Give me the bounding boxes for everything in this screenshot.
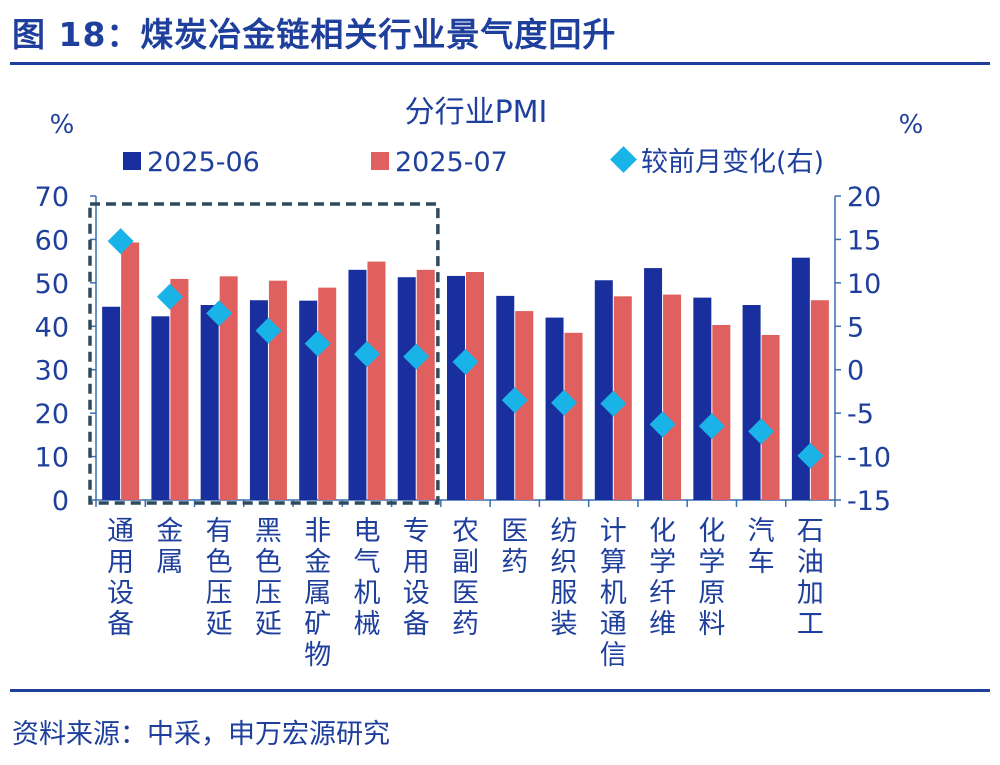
- category-labels: 通用设备金属有色压延黑色压延非金属矿物电气机械专用设备农副医药医药纺织服装计算机…: [107, 516, 824, 671]
- category-label: 黑色压延: [255, 516, 282, 640]
- right-tick-label: 5: [847, 312, 864, 343]
- chart-title: 分行业PMI: [405, 95, 548, 130]
- left-tick-label: 30: [35, 356, 69, 387]
- change-marker: [107, 228, 134, 255]
- bar-2025-06: [594, 280, 613, 500]
- bar-series: [102, 242, 829, 500]
- bar-2025-06: [545, 317, 564, 500]
- legend-label-2025-07: 2025-07: [395, 147, 508, 178]
- category-label: 纺织服装: [551, 516, 578, 640]
- bar-2025-07: [318, 287, 337, 500]
- left-tick-label: 60: [35, 225, 69, 256]
- bar-2025-07: [810, 300, 829, 500]
- legend-marker-change: [610, 146, 637, 173]
- bar-2025-07: [761, 334, 780, 500]
- bar-2025-07: [466, 272, 484, 500]
- bar-2025-07: [663, 294, 682, 500]
- legend-swatch-2025-06: [123, 152, 141, 170]
- source-note: 资料来源：中采，申万宏源研究: [12, 719, 390, 750]
- right-axis-unit: %: [899, 110, 924, 140]
- legend-label-change: 较前月变化(右): [641, 147, 824, 178]
- left-tick-label: 70: [35, 182, 69, 213]
- right-tick-label: -15: [847, 486, 891, 517]
- bar-2025-06: [249, 300, 268, 500]
- category-label: 农副医药: [452, 516, 479, 640]
- bar-2025-07: [219, 276, 238, 500]
- right-tick-label: 15: [847, 225, 881, 256]
- bar-2025-06: [102, 306, 121, 500]
- change-marker: [649, 411, 676, 438]
- change-markers: [107, 228, 824, 469]
- category-label: 专用设备: [403, 516, 430, 640]
- bar-2025-06: [348, 269, 367, 500]
- bar-2025-06: [299, 300, 318, 500]
- left-axis-unit: %: [50, 110, 75, 140]
- left-tick-label: 0: [52, 486, 69, 517]
- highlight-box: [88, 202, 440, 505]
- bar-2025-07: [121, 242, 140, 500]
- change-marker: [748, 418, 775, 445]
- category-label: 汽车: [748, 516, 775, 578]
- change-marker: [156, 283, 183, 310]
- right-tick-label: 20: [847, 182, 881, 213]
- right-tick-label: 0: [847, 356, 864, 387]
- category-label: 电气机械: [353, 516, 380, 640]
- bar-2025-06: [742, 305, 761, 500]
- bar-2025-07: [170, 278, 189, 500]
- legend-swatch-2025-07: [371, 152, 389, 170]
- category-label: 非金属矿物: [304, 516, 331, 671]
- category-label: 医药: [501, 516, 528, 578]
- figure-title: 图 18：煤炭冶金链相关行业景气度回升: [12, 15, 617, 54]
- category-label: 金属: [156, 516, 183, 578]
- change-marker: [452, 348, 479, 375]
- change-marker: [600, 390, 627, 417]
- left-tick-label: 50: [35, 269, 69, 300]
- legend-label-2025-06: 2025-06: [147, 147, 260, 178]
- change-marker: [353, 341, 380, 368]
- bar-2025-07: [564, 332, 583, 500]
- bar-2025-07: [268, 280, 287, 500]
- chart-legend: 2025-06 2025-07 较前月变化(右): [123, 146, 824, 178]
- category-label: 化学纤维: [649, 516, 676, 640]
- bar-2025-07: [515, 311, 534, 500]
- title-rule: [10, 62, 990, 65]
- category-label: 化学原料: [698, 516, 725, 640]
- change-marker: [501, 387, 528, 414]
- change-marker: [698, 413, 725, 440]
- change-marker: [403, 343, 430, 370]
- category-label: 通用设备: [107, 516, 134, 640]
- change-marker: [206, 300, 233, 327]
- bar-2025-06: [151, 316, 170, 500]
- right-tick-label: -10: [847, 443, 891, 474]
- left-tick-label: 40: [35, 312, 69, 343]
- bar-2025-07: [613, 296, 632, 500]
- category-label: 有色压延: [206, 516, 233, 640]
- change-marker: [255, 317, 282, 344]
- left-tick-label: 20: [35, 399, 69, 430]
- pmi-chart: 分行业PMI % % 2025-06 2025-07 较前月变化(右) 0 10 2…: [35, 95, 924, 671]
- bar-2025-07: [416, 269, 435, 500]
- category-label: 石油加工: [797, 516, 824, 640]
- bar-2025-06: [397, 277, 416, 500]
- change-marker: [304, 330, 331, 357]
- right-tick-label: -5: [847, 399, 874, 430]
- right-tick-label: 10: [847, 269, 881, 300]
- change-marker: [551, 389, 578, 416]
- category-label: 计算机通信: [600, 516, 627, 671]
- left-tick-label: 10: [35, 443, 69, 474]
- bar-2025-07: [712, 324, 731, 500]
- bar-2025-06: [447, 275, 465, 500]
- bar-2025-06: [791, 257, 810, 500]
- bar-2025-06: [200, 305, 219, 500]
- bar-2025-06: [693, 297, 712, 500]
- axes: 0 10 20 30 40 50 60 70 -15 -10 -5 0 5 10 15 20: [35, 182, 891, 517]
- change-marker: [797, 442, 824, 469]
- bar-2025-07: [367, 261, 386, 500]
- bar-2025-06: [644, 268, 663, 500]
- source-rule: [10, 689, 990, 692]
